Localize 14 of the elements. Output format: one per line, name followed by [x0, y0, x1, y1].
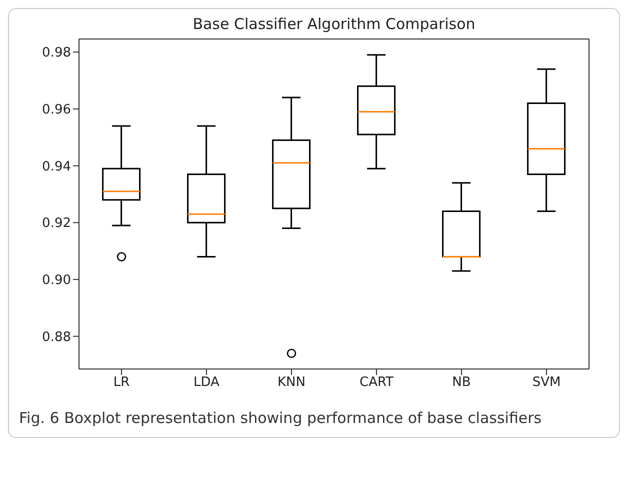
y-tick-label: 0.90	[42, 273, 71, 288]
x-tick-label: CART	[360, 375, 394, 390]
x-tick-label: NB	[452, 375, 471, 390]
x-tick-label: LR	[113, 375, 130, 390]
y-tick-label: 0.94	[42, 159, 71, 174]
chart-title: Base Classifier Algorithm Comparison	[192, 15, 476, 33]
x-tick-label: KNN	[278, 375, 306, 390]
y-tick-label: 0.88	[42, 330, 71, 345]
x-tick-label: SVM	[532, 375, 561, 390]
x-tick-label: LDA	[194, 375, 220, 390]
caption: Fig. 6 Boxplot representation showing performance of base classifiers	[18, 409, 543, 428]
y-tick-label: 0.98	[42, 46, 71, 61]
y-tick-label: 0.96	[42, 102, 71, 118]
y-tick-label: 0.92	[42, 216, 71, 232]
